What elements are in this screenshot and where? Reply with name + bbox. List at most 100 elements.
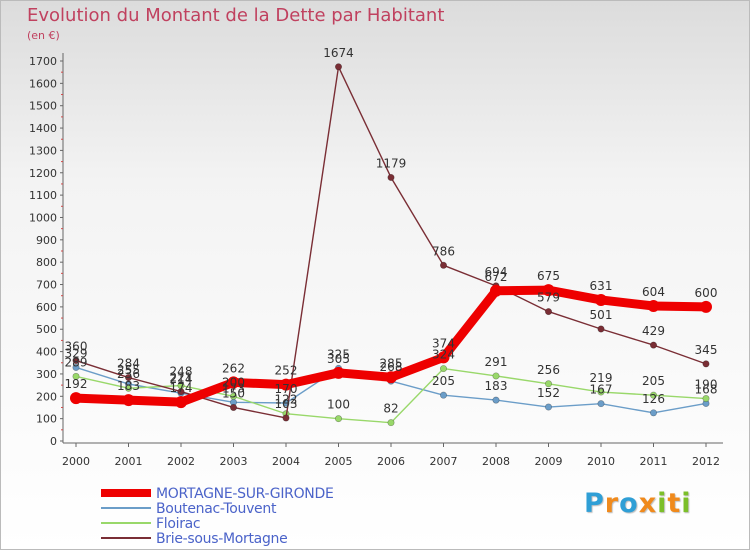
data-label: 579 [537, 291, 560, 305]
data-label: 255 [117, 363, 140, 377]
y-tick-label: 1400 [29, 122, 57, 135]
y-tick-label: 800 [36, 256, 57, 269]
legend-swatch [101, 537, 151, 539]
unit-label: (en €) [27, 29, 60, 42]
data-label: 374 [432, 336, 455, 350]
data-point [700, 300, 712, 313]
data-point [437, 351, 450, 364]
x-tick-label: 2002 [167, 455, 195, 468]
data-point [649, 409, 657, 417]
data-label: 236 [117, 367, 140, 381]
legend-label: Brie-sous-Mortagne [156, 531, 288, 547]
data-point [72, 363, 80, 371]
y-tick-label: 400 [36, 346, 57, 359]
data-label: 268 [380, 360, 403, 374]
y-tick-label: 700 [36, 279, 57, 292]
data-label: 256 [537, 363, 560, 377]
data-label: 82 [383, 402, 398, 416]
y-tick-label: 1200 [29, 167, 57, 180]
data-point [597, 400, 605, 408]
legend-label: MORTAGNE-SUR-GIRONDE [156, 486, 334, 502]
legend-label: Floirac [156, 516, 201, 532]
axes: 0 100 200 300 400 500 600 700 800 900 1000 1100 1200… [29, 53, 723, 468]
x-tick-label: 2004 [272, 455, 300, 468]
y-tick-label: 1600 [29, 77, 57, 90]
data-label: 345 [695, 343, 718, 357]
data-label: 205 [642, 374, 665, 388]
data-point [595, 293, 607, 306]
data-point [597, 388, 605, 396]
x-tick-label: 2001 [115, 455, 143, 468]
logo-letter: i [657, 488, 668, 519]
data-label: 429 [642, 324, 665, 338]
data-point [282, 414, 290, 422]
data-label: 173 [222, 381, 245, 395]
data-label: 324 [432, 348, 455, 362]
x-tick-label: 2006 [377, 455, 405, 468]
data-point [385, 371, 397, 384]
data-label: 262 [222, 361, 245, 375]
data-point [70, 392, 82, 405]
data-point [332, 366, 345, 379]
data-label: 214 [170, 372, 193, 386]
data-label: 103 [275, 397, 298, 411]
data-label: 675 [537, 269, 560, 283]
proxiti-logo: Proxiti [584, 488, 692, 519]
data-point [439, 365, 447, 373]
data-point [72, 357, 80, 365]
data-label: 221 [170, 371, 193, 385]
data-point [122, 394, 135, 407]
data-label: 694 [485, 265, 508, 279]
data-label: 501 [590, 308, 613, 322]
data-label: 325 [327, 347, 350, 361]
legend-swatch [101, 522, 151, 524]
data-point [125, 374, 133, 382]
logo-letter: P [584, 488, 605, 519]
data-point [72, 372, 80, 380]
data-label: 126 [642, 392, 665, 406]
data-label: 100 [327, 398, 350, 412]
logo-letter: x [638, 488, 658, 519]
data-point [280, 378, 292, 391]
x-tick-label: 2011 [640, 455, 668, 468]
x-tick-label: 2003 [220, 455, 248, 468]
data-label: 190 [695, 378, 718, 392]
data-label: 205 [432, 374, 455, 388]
series-layer [70, 63, 712, 427]
data-label: 360 [65, 340, 88, 354]
data-point [542, 284, 555, 297]
y-tick-label: 100 [36, 413, 57, 426]
data-point [492, 396, 500, 404]
legend-swatch [101, 507, 151, 509]
data-point [649, 341, 657, 349]
data-label: 604 [642, 285, 665, 299]
data-label: 252 [275, 364, 298, 378]
data-label: 248 [170, 365, 193, 379]
data-point [230, 392, 238, 400]
x-tick-label: 2005 [325, 455, 353, 468]
chart-title: Evolution du Montant de la Dette par Hab… [27, 5, 445, 26]
y-tick-label: 900 [36, 234, 57, 247]
data-point [439, 391, 447, 399]
legend-swatch [101, 489, 151, 497]
data-label: 285 [380, 356, 403, 370]
data-point [230, 403, 238, 411]
data-labels: 329 255 214 173 170 325 268 205 183 152 167 126 168 2… [65, 46, 718, 416]
data-label: 1179 [376, 156, 407, 170]
logo-letter: t [667, 488, 682, 519]
data-label: 122 [275, 393, 298, 407]
data-label: 183 [117, 379, 140, 393]
data-label: 291 [485, 355, 508, 369]
data-label: 167 [590, 383, 613, 397]
y-tick-label: 1000 [29, 211, 57, 224]
y-tick-label: 1500 [29, 100, 57, 113]
data-label: 672 [485, 270, 508, 284]
data-point [439, 261, 447, 269]
data-label: 200 [222, 375, 245, 389]
data-label: 168 [695, 382, 718, 396]
y-tick-label: 600 [36, 301, 57, 314]
logo-letter: o [619, 488, 639, 519]
data-point [597, 325, 605, 333]
